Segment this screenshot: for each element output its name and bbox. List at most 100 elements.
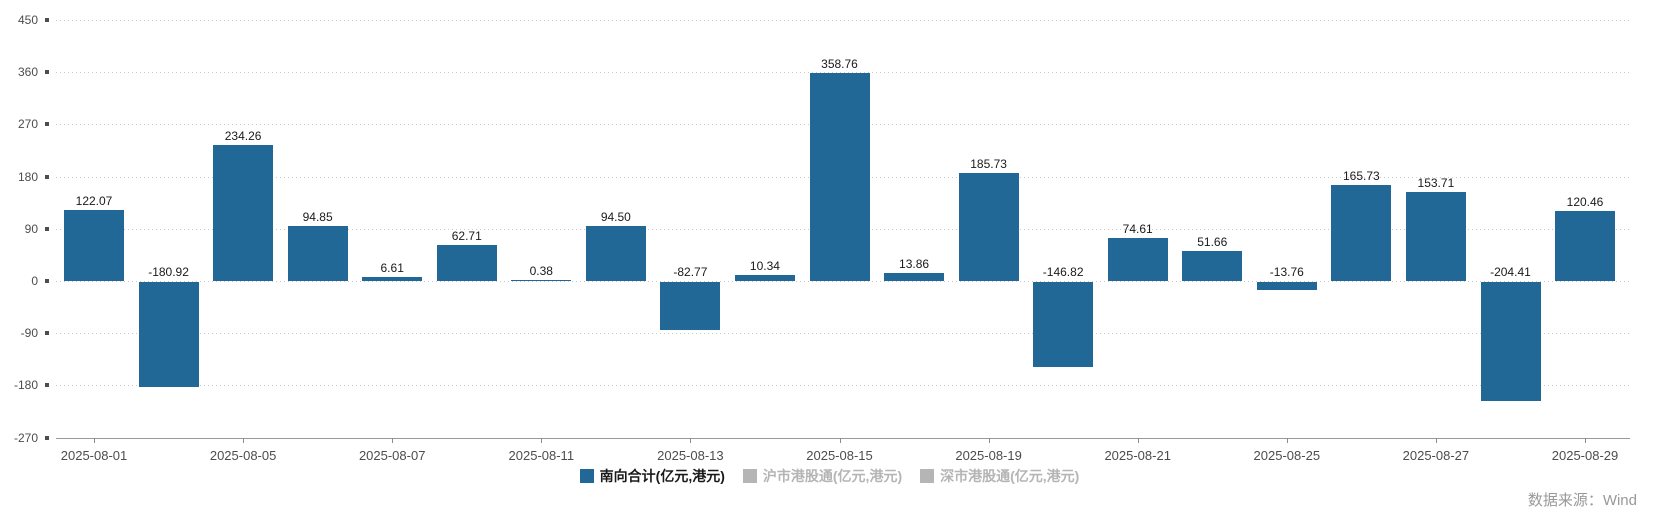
x-axis-tick [690,437,692,443]
legend-item[interactable]: 南向合计(亿元,港元) [579,466,725,486]
bar-value-label: -180.92 [148,265,189,279]
gridline [56,20,1630,21]
x-axis-tick [839,437,841,443]
y-axis-tick [45,122,49,127]
y-axis-label: -270 [13,430,38,445]
y-axis-label: 360 [17,65,38,80]
x-axis-label: 2025-08-01 [60,447,128,463]
x-axis-label: 2025-08-25 [1253,447,1321,463]
x-axis-tick [1585,437,1586,443]
x-axis-label: 2025-08-13 [657,447,724,463]
y-axis-label: 450 [17,13,38,27]
x-axis-tick [988,437,990,443]
bar[interactable] [436,244,497,281]
x-axis-tick [243,437,245,443]
x-axis-label: 2025-08-29 [1551,447,1619,463]
bar-value-label: 153.71 [1417,175,1455,190]
bar[interactable] [138,282,199,387]
bar-value-label: 62.71 [451,228,482,243]
x-axis-tick [392,437,394,443]
y-axis-tick [45,174,49,179]
x-axis-label: 2025-08-07 [358,447,426,463]
bar[interactable] [809,72,870,281]
bar-value-label: 13.86 [899,257,930,271]
y-axis-label: 270 [17,117,38,132]
bar-value-label: 6.61 [380,261,404,276]
y-axis-tick [45,18,49,22]
bar[interactable] [1405,191,1466,281]
y-axis-label: 180 [17,169,38,184]
bar-value-label: 10.34 [749,259,780,273]
bar[interactable] [734,275,795,281]
bar[interactable] [1107,237,1168,281]
bar[interactable] [884,273,944,281]
bar-value-label: 122.07 [75,194,113,209]
y-axis-tick [45,226,49,231]
y-axis-tick [45,383,49,388]
x-axis-tick [1435,437,1437,443]
x-axis-tick [541,437,543,443]
bar[interactable] [213,145,274,281]
y-axis-label: 90 [24,221,38,236]
data-source-label: 数据来源：Wind [1527,492,1637,509]
bar-value-label: -204.41 [1490,265,1531,279]
legend-marker-square-icon [920,469,935,483]
x-axis-label: 2025-08-27 [1402,447,1470,463]
x-axis-tick [94,437,95,443]
bar[interactable] [958,173,1019,281]
y-axis-label: 0 [31,274,38,288]
x-axis-tick [1137,437,1139,443]
y-axis-label: -90 [20,326,38,341]
legend-marker-square-icon [579,469,594,483]
bar-value-label: 94.85 [302,210,333,224]
legend-marker-square-icon [742,469,757,483]
y-axis-tick [45,70,49,75]
bar-value-label: -82.77 [673,265,708,279]
bar-value-label: 94.50 [600,210,631,225]
gridline [56,333,1630,335]
bar-value-label: 51.66 [1197,235,1228,249]
x-axis-label: 2025-08-11 [508,447,575,463]
x-axis-tick [1286,437,1288,443]
bar[interactable] [1480,282,1541,401]
bar-value-label: 185.73 [970,157,1007,172]
y-axis-tick [45,279,49,283]
y-axis-label: -180 [13,378,38,393]
gridline [56,281,1630,282]
bar-value-label: -146.82 [1042,265,1084,279]
bar[interactable] [362,277,423,281]
bar-value-label: 234.26 [224,129,262,144]
bar[interactable] [64,210,124,281]
bar-value-label: -13.76 [1269,265,1304,279]
bar-value-label: 74.61 [1122,221,1153,236]
x-axis-label: 2025-08-05 [209,447,277,463]
bar[interactable] [1331,184,1392,281]
bar-value-label: 165.73 [1342,168,1380,183]
legend-item[interactable]: 深市港股通(亿元,港元) [920,466,1079,486]
y-axis-tick [45,435,49,440]
x-axis-line [56,437,1630,439]
bar[interactable] [1256,282,1317,290]
bar-value-label: 0.38 [529,264,553,278]
bar[interactable] [511,280,572,281]
legend-item-label: 南向合计(亿元,港元) [599,468,725,484]
legend-item[interactable]: 沪市港股通(亿元,港元) [742,466,903,486]
bar[interactable] [1033,282,1094,368]
gridline [56,72,1630,74]
bar[interactable] [1555,211,1615,281]
bar[interactable] [660,282,721,330]
legend-item-label: 沪市港股通(亿元,港元) [762,468,903,484]
x-axis-label: 2025-08-19 [955,447,1022,463]
legend: 南向合计(亿元,港元) 沪市港股通(亿元,港元) 深市港股通(亿元,港元) [0,466,1659,486]
gridline [56,385,1630,387]
bar[interactable] [585,226,646,281]
x-axis-label: 2025-08-21 [1104,447,1171,463]
bar-value-label: 358.76 [821,56,858,71]
y-axis-tick [45,331,49,336]
legend-item-label: 深市港股通(亿元,港元) [940,468,1080,484]
x-axis-label: 2025-08-15 [806,447,873,463]
bar[interactable] [1182,251,1243,281]
bar-value-label: 120.46 [1566,195,1604,210]
bar[interactable] [287,226,348,281]
